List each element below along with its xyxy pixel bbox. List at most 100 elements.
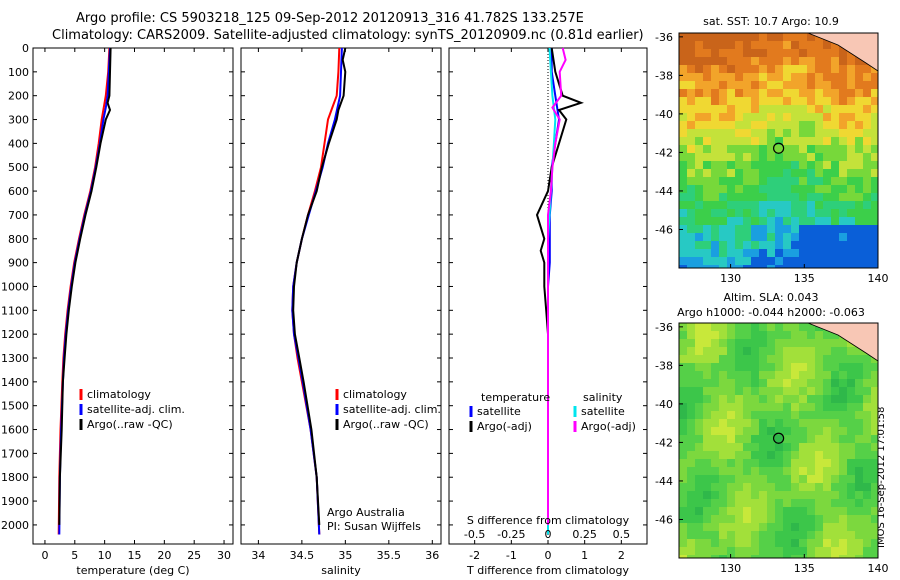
heatmap-cell xyxy=(711,49,719,57)
heatmap-cell xyxy=(727,507,735,515)
heatmap-cell xyxy=(847,539,855,547)
heatmap-cell xyxy=(759,249,767,257)
heatmap-cell xyxy=(783,371,791,379)
heatmap-cell xyxy=(711,467,719,475)
heatmap-cell xyxy=(791,145,799,153)
heatmap-cell xyxy=(735,129,743,137)
heatmap-cell xyxy=(807,65,815,73)
heatmap-cell xyxy=(719,555,727,558)
heatmap-cell xyxy=(839,113,847,121)
heatmap-cell xyxy=(695,491,703,499)
heatmap-cell xyxy=(695,443,703,451)
heatmap-cell xyxy=(719,507,727,515)
heatmap-cell xyxy=(863,411,871,419)
heatmap-cell xyxy=(831,515,839,523)
heatmap-cell xyxy=(743,347,751,355)
heatmap-cell xyxy=(719,249,727,257)
heatmap-cell xyxy=(799,97,807,105)
heatmap-cell xyxy=(735,451,743,459)
heatmap-cell xyxy=(695,57,703,65)
heatmap-cell xyxy=(703,491,711,499)
heatmap-cell xyxy=(799,355,807,363)
heatmap-cell xyxy=(711,105,719,113)
heatmap-cell xyxy=(679,105,687,113)
heatmap-cell xyxy=(719,451,727,459)
heatmap-cell xyxy=(847,523,855,531)
heatmap-cell xyxy=(839,65,847,73)
heatmap-cell xyxy=(759,121,767,129)
heatmap-cell xyxy=(743,209,751,217)
heatmap-cell xyxy=(719,483,727,491)
heatmap-cell xyxy=(791,97,799,105)
heatmap-cell xyxy=(719,233,727,241)
heatmap-cell xyxy=(751,233,759,241)
heatmap-cell xyxy=(823,169,831,177)
heatmap-cell xyxy=(767,419,775,427)
heatmap-cell xyxy=(791,49,799,57)
heatmap-cell xyxy=(687,129,695,137)
heatmap-cell xyxy=(807,113,815,121)
heatmap-cell xyxy=(767,153,775,161)
heatmap-cell xyxy=(743,459,751,467)
heatmap-cell xyxy=(775,105,783,113)
heatmap-cell xyxy=(711,89,719,97)
heatmap-cell xyxy=(847,89,855,97)
heatmap-cell xyxy=(743,427,751,435)
heatmap-cell xyxy=(775,73,783,81)
heatmap-cell xyxy=(815,403,823,411)
heatmap-cell xyxy=(831,443,839,451)
heatmap-cell xyxy=(711,81,719,89)
heatmap-cell xyxy=(687,97,695,105)
heatmap-cell xyxy=(839,121,847,129)
heatmap-cell xyxy=(767,161,775,169)
heatmap-cell xyxy=(703,81,711,89)
heatmap-cell xyxy=(847,427,855,435)
heatmap-cell xyxy=(743,451,751,459)
heatmap-cell xyxy=(735,443,743,451)
heatmap-cell xyxy=(839,49,847,57)
heatmap-cell xyxy=(847,387,855,395)
heatmap-cell xyxy=(815,395,823,403)
heatmap-cell xyxy=(695,435,703,443)
heatmap-cell xyxy=(703,105,711,113)
heatmap-cell xyxy=(727,347,735,355)
heatmap-cell xyxy=(679,113,687,121)
heatmap-cell xyxy=(719,331,727,339)
heatmap-cell xyxy=(871,73,878,81)
heatmap-cell xyxy=(847,241,855,249)
heatmap-cell xyxy=(775,33,783,41)
heatmap-cell xyxy=(839,169,847,177)
heatmap-cell xyxy=(823,515,831,523)
legend-label: Argo(-adj) xyxy=(581,420,636,433)
heatmap-cell xyxy=(807,129,815,137)
heatmap-cell xyxy=(719,73,727,81)
heatmap-cell xyxy=(863,201,871,209)
heatmap-cell xyxy=(871,539,878,547)
heatmap-cell xyxy=(783,363,791,371)
heatmap-cell xyxy=(791,467,799,475)
heatmap-cell xyxy=(695,249,703,257)
heatmap-cell xyxy=(871,89,878,97)
heatmap-cell xyxy=(847,443,855,451)
heatmap-cell xyxy=(871,387,878,395)
legend-label: climatology xyxy=(343,388,407,401)
heatmap-cell xyxy=(847,97,855,105)
heatmap-cell xyxy=(719,121,727,129)
heatmap-cell xyxy=(791,443,799,451)
heatmap-cell xyxy=(687,475,695,483)
heatmap-cell xyxy=(823,347,831,355)
heatmap-cell xyxy=(823,209,831,217)
heatmap-cell xyxy=(815,363,823,371)
heatmap-cell xyxy=(743,89,751,97)
heatmap-cell xyxy=(847,137,855,145)
heatmap-cell xyxy=(735,395,743,403)
heatmap-cell xyxy=(847,257,855,265)
heatmap-cell xyxy=(839,217,847,225)
heatmap-cell xyxy=(703,265,711,268)
heatmap-cell xyxy=(767,363,775,371)
heatmap-cell xyxy=(703,193,711,201)
heatmap-cell xyxy=(855,467,863,475)
heatmap-cell xyxy=(759,257,767,265)
heatmap-cell xyxy=(807,161,815,169)
heatmap-cell xyxy=(831,233,839,241)
